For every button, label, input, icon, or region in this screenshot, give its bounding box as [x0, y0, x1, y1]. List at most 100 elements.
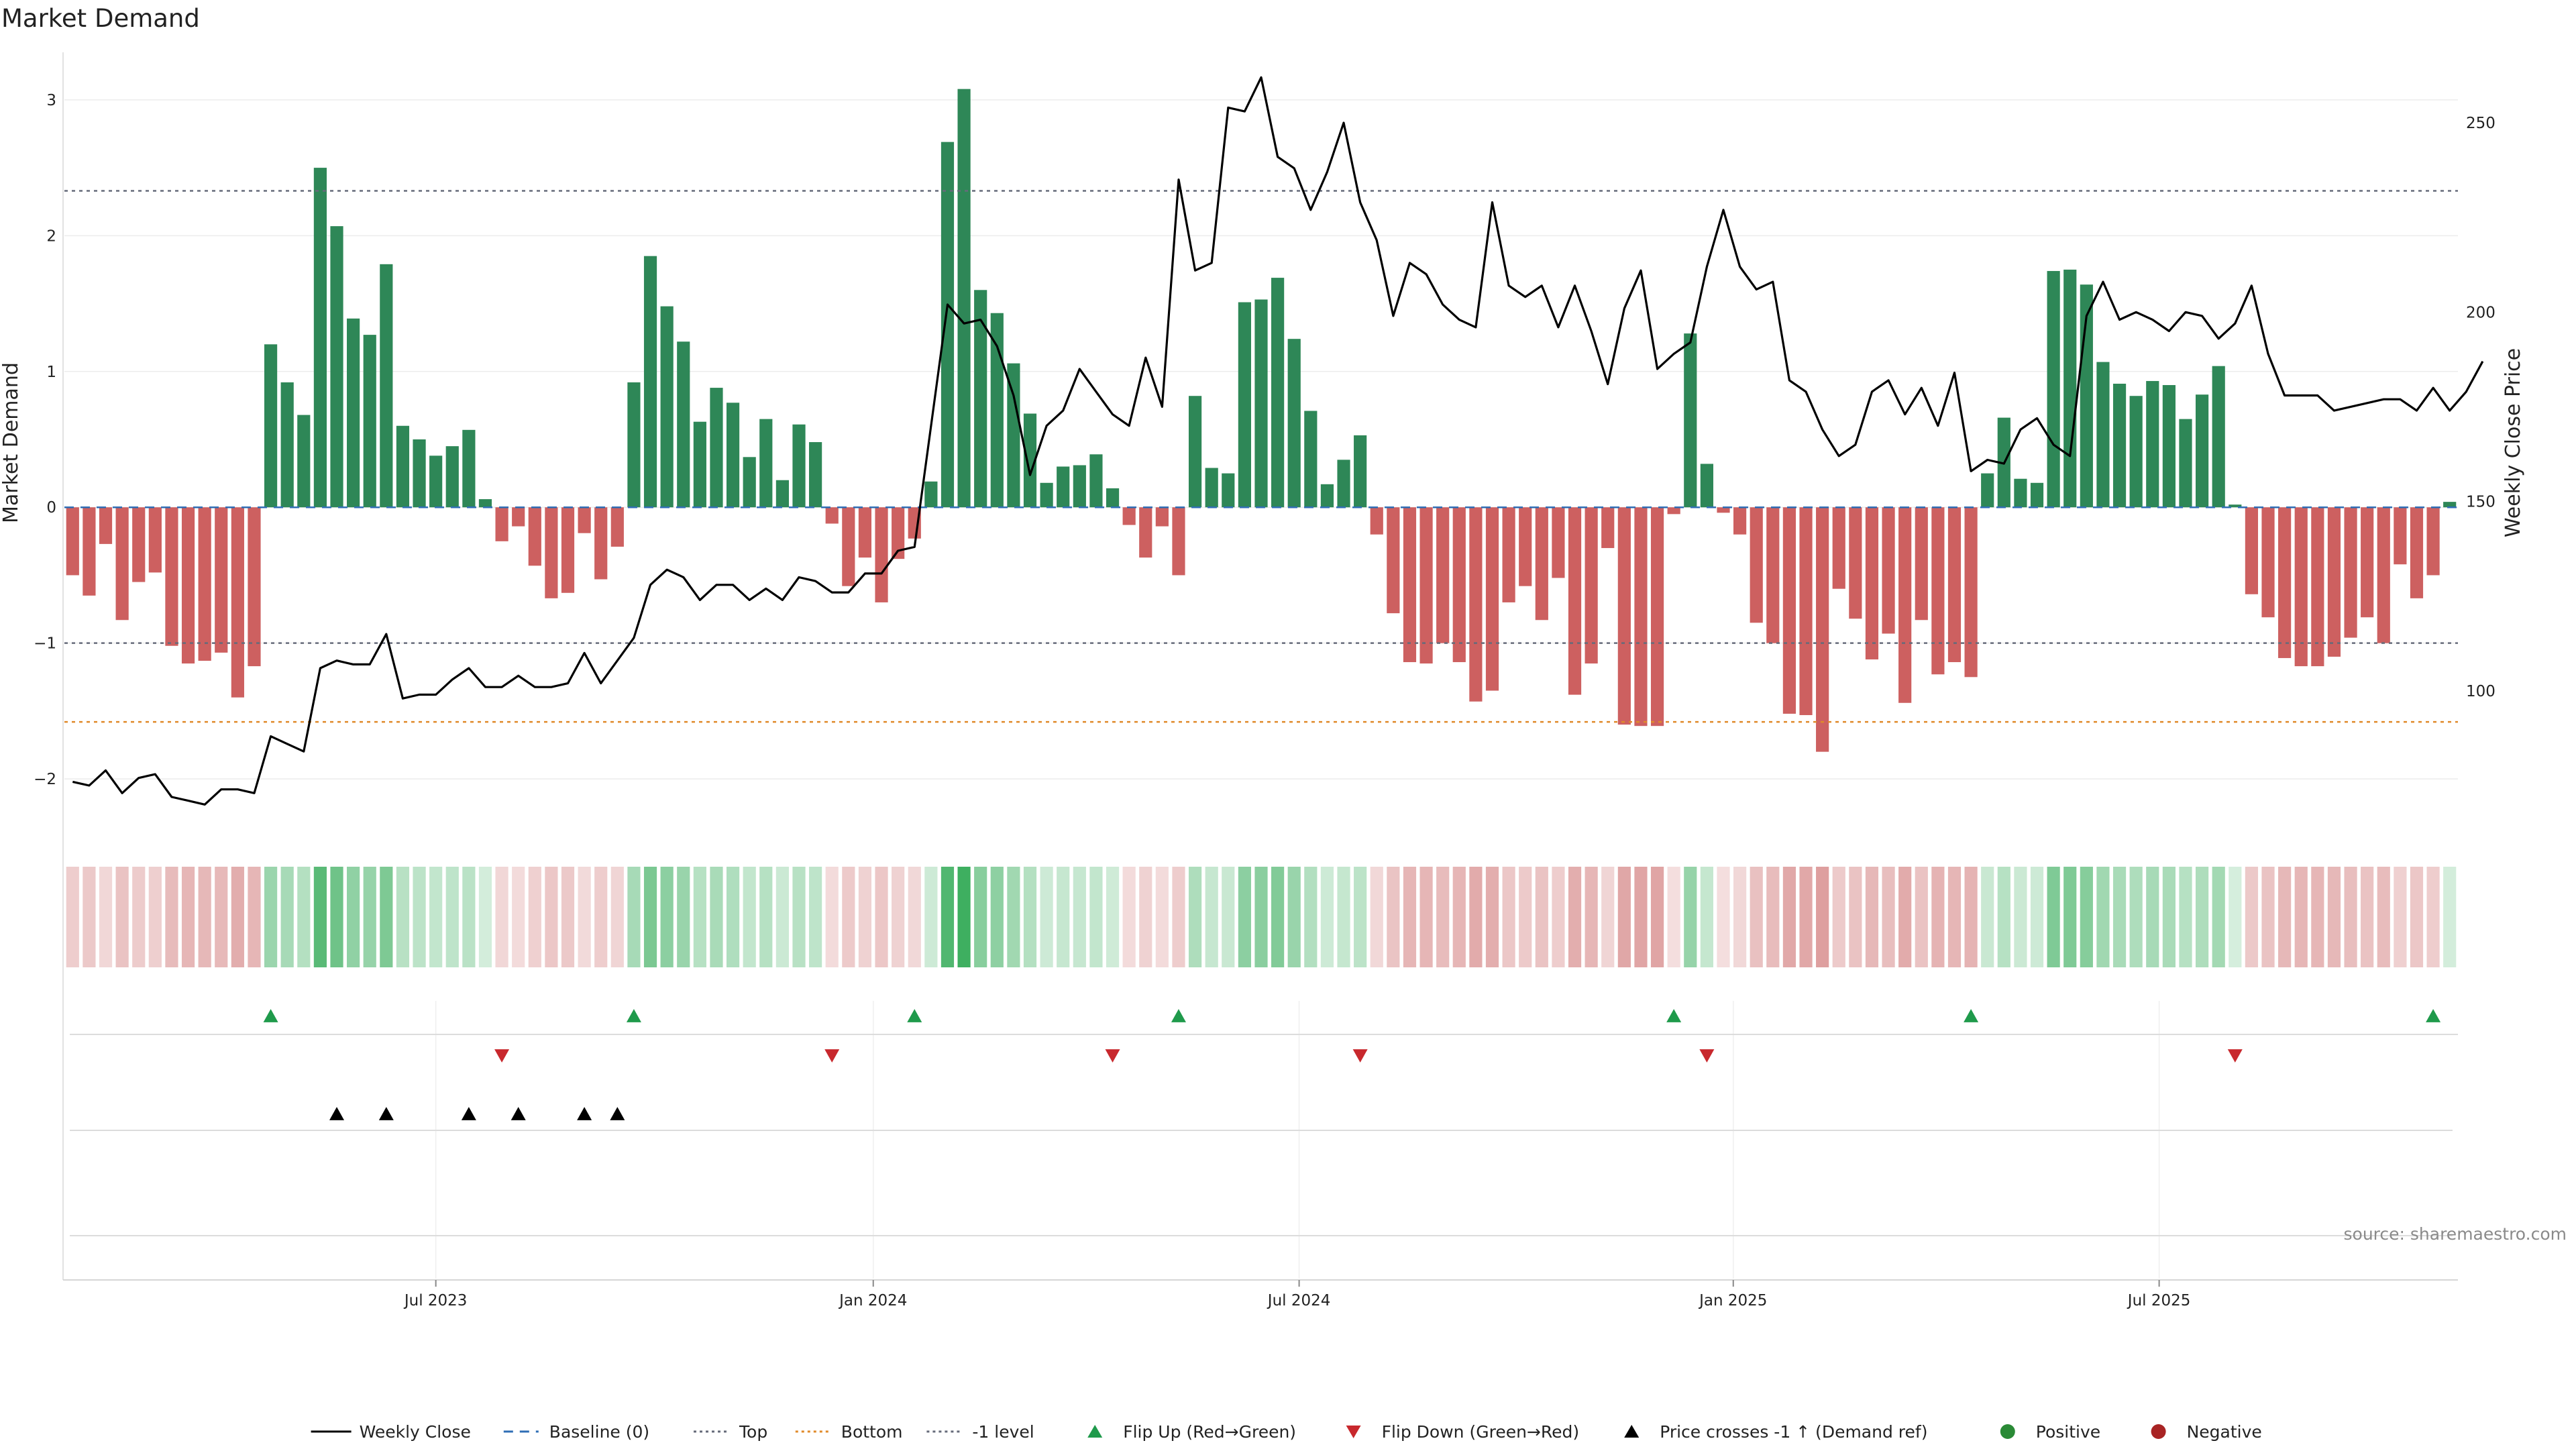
heat-cell: [792, 867, 806, 967]
demand-bar: [495, 507, 508, 541]
flip-down-marker: [1699, 1049, 1715, 1063]
heat-cell: [148, 867, 162, 967]
heat-cell: [313, 867, 327, 967]
heat-cell: [1964, 867, 1978, 967]
heat-cell: [1832, 867, 1845, 967]
demand-bar: [347, 318, 360, 508]
heat-cell: [1436, 867, 1450, 967]
heat-cell: [1040, 867, 1053, 967]
heat-cell: [2195, 867, 2209, 967]
heat-cell: [1205, 867, 1218, 967]
heat-cell: [115, 867, 129, 967]
heat-cell: [2377, 867, 2390, 967]
demand-bar: [280, 382, 294, 508]
demand-bar: [1700, 464, 1713, 508]
demand-bar: [775, 480, 789, 508]
demand-bar: [693, 421, 706, 508]
heat-cell: [248, 867, 261, 967]
demand-bar: [148, 507, 162, 573]
heat-cell: [1634, 867, 1648, 967]
heat-cell: [1485, 867, 1499, 967]
demand-bar: [610, 507, 624, 547]
heat-cell: [2311, 867, 2324, 967]
heat-cell: [1387, 867, 1400, 967]
demand-bar: [1585, 507, 1598, 664]
y2-tick-label: 200: [2466, 304, 2496, 321]
demand-bar: [2426, 507, 2440, 576]
demand-bar: [248, 507, 261, 667]
demand-bar: [1139, 507, 1152, 558]
demand-bar: [2394, 507, 2407, 565]
demand-bar: [2245, 507, 2259, 594]
heat-cell: [2410, 867, 2424, 967]
heat-cell: [1816, 867, 1829, 967]
demand-bar: [1122, 507, 1136, 525]
heat-cell: [1089, 867, 1103, 967]
demand-bar: [561, 507, 575, 593]
heat-cell: [1304, 867, 1318, 967]
heat-cell: [858, 867, 872, 967]
heat-cell: [528, 867, 541, 967]
demand-bar: [1981, 473, 1994, 508]
demand-bar: [710, 388, 723, 508]
demand-bar: [66, 507, 79, 576]
demand-bar: [792, 424, 806, 508]
heat-cell: [2112, 867, 2127, 967]
heat-cell: [280, 867, 294, 967]
heat-cell: [1782, 867, 1796, 967]
demand-bar: [2311, 507, 2324, 667]
heat-cell: [347, 867, 360, 967]
demand-bar: [1370, 507, 1383, 535]
demand-bar: [165, 507, 178, 646]
demand-bar: [643, 256, 657, 508]
price-cross-marker: [461, 1107, 476, 1120]
heat-cell: [594, 867, 608, 967]
demand-bar: [1898, 507, 1912, 703]
heat-cell: [429, 867, 443, 967]
heat-cell: [743, 867, 756, 967]
legend-label: Negative: [2187, 1422, 2262, 1442]
heat-cell: [1947, 867, 1962, 967]
heat-cell: [2245, 867, 2259, 967]
x-axis: Jul 2023 Jan 2024 Jul 2024 Jan 2025 Jul 2025: [63, 1279, 2458, 1309]
demand-heat-strip: [66, 867, 2457, 967]
heat-cell: [1799, 867, 1813, 967]
flip-down-marker: [1105, 1049, 1120, 1063]
heat-cell: [610, 867, 624, 967]
demand-bar: [1882, 507, 1895, 634]
demand-bar: [2112, 383, 2127, 508]
price-cross-marker: [577, 1107, 592, 1120]
demand-bar: [115, 507, 129, 621]
heat-cell: [2426, 867, 2440, 967]
legend-label: Flip Up (Red→Green): [1123, 1422, 1296, 1442]
demand-bar: [215, 507, 228, 653]
demand-bar: [1947, 507, 1962, 663]
heat-cell: [710, 867, 723, 967]
heat-cell: [842, 867, 855, 967]
demand-bar: [1469, 507, 1483, 702]
demand-bar: [743, 457, 756, 508]
demand-bar: [396, 425, 410, 508]
demand-bar: [974, 290, 987, 508]
heat-cell: [1535, 867, 1548, 967]
heat-cell: [825, 867, 839, 967]
heat-cell: [2278, 867, 2292, 967]
demand-bar: [1667, 507, 1680, 515]
demand-bar: [1634, 507, 1648, 727]
heat-cell: [1271, 867, 1285, 967]
demand-bar: [1931, 507, 1945, 675]
heat-cell: [1354, 867, 1367, 967]
demand-bar: [1337, 460, 1350, 508]
heat-cell: [413, 867, 426, 967]
heat-cell: [1139, 867, 1152, 967]
heat-cell: [2294, 867, 2308, 967]
heat-cell: [1419, 867, 1433, 967]
demand-bar: [825, 507, 839, 524]
heat-cell: [1519, 867, 1532, 967]
flip-down-marker: [2227, 1049, 2243, 1063]
legend-negative-icon: [2151, 1424, 2166, 1439]
demand-bar: [413, 439, 426, 508]
heat-cell: [2129, 867, 2143, 967]
demand-bar: [198, 507, 211, 661]
demand-bar: [1007, 363, 1020, 508]
